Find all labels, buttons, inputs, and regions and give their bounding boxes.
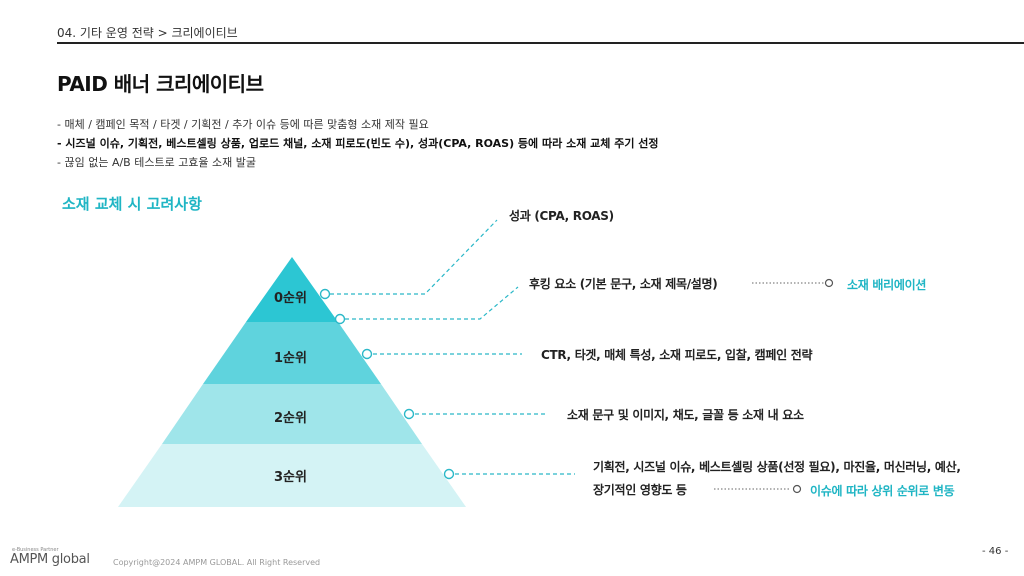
bullet-list: - 매체 / 캠페인 목적 / 타겟 / 기획전 / 추가 이슈 등에 따른 맞… [57,115,659,172]
breadcrumb: 04. 기타 운영 전략 > 크리에이티브 [57,26,238,40]
callout-tier3-note: 이슈에 따라 상위 순위로 변동 [810,484,955,498]
callout-tier2: 소재 문구 및 이미지, 채도, 글꼴 등 소재 내 요소 [567,408,804,422]
bullet-item: - 매체 / 캠페인 목적 / 타겟 / 기획전 / 추가 이슈 등에 따른 맞… [57,118,429,131]
callout-hooking-note: 소재 배리에이션 [847,278,927,292]
callout-tier3-line1: 기획전, 시즈널 이슈, 베스트셀링 상품(선정 필요), 마진율, 머신러닝,… [593,460,961,474]
copyright-text: Copyright@2024 AMPM GLOBAL. All Right Re… [113,558,321,567]
pyramid-tier-3 [118,444,466,507]
marker-performance [319,288,331,300]
tier-label-1: 1순위 [274,351,307,366]
pyramid-tier-0 [246,257,338,322]
marker-tier1 [361,348,373,360]
page-number: - 46 - [982,546,1009,557]
callout-hooking: 후킹 요소 (기본 문구, 소재 제목/설명) [529,277,718,291]
callout-performance: 성과 (CPA, ROAS) [509,209,614,223]
tier-label-3: 3순위 [274,470,307,485]
pyramid-tier-2 [162,384,422,444]
tier-label-2: 2순위 [274,411,307,426]
section-heading: 소재 교체 시 고려사항 [62,195,202,213]
marker-tier3 [443,468,455,480]
bullet-item: - 시즈널 이슈, 기획전, 베스트셀링 상품, 업로드 채널, 소재 피로도(… [57,137,659,150]
marker-hooking-note [824,278,834,288]
connector-performance [330,219,498,295]
tier-label-0: 0순위 [274,291,307,306]
footer-tagline: e-Business Partner [12,547,59,553]
marker-tier2 [403,408,415,420]
marker-tier3-note [792,484,802,494]
page-title: PAID 배너 크리에이티브 [57,72,264,96]
company-logo: AMPM global [10,552,90,567]
bullet-item: - 끊임 없는 A/B 테스트로 고효율 소재 발굴 [57,156,257,169]
callout-tier1: CTR, 타겟, 매체 특성, 소재 피로도, 입찰, 캠페인 전략 [541,348,813,362]
pyramid-tier-1 [203,322,381,384]
header-divider [57,42,1024,44]
marker-hooking [334,313,346,325]
callout-tier3-line2: 장기적인 영향도 등 [593,483,687,497]
connector-hooking [345,286,519,320]
